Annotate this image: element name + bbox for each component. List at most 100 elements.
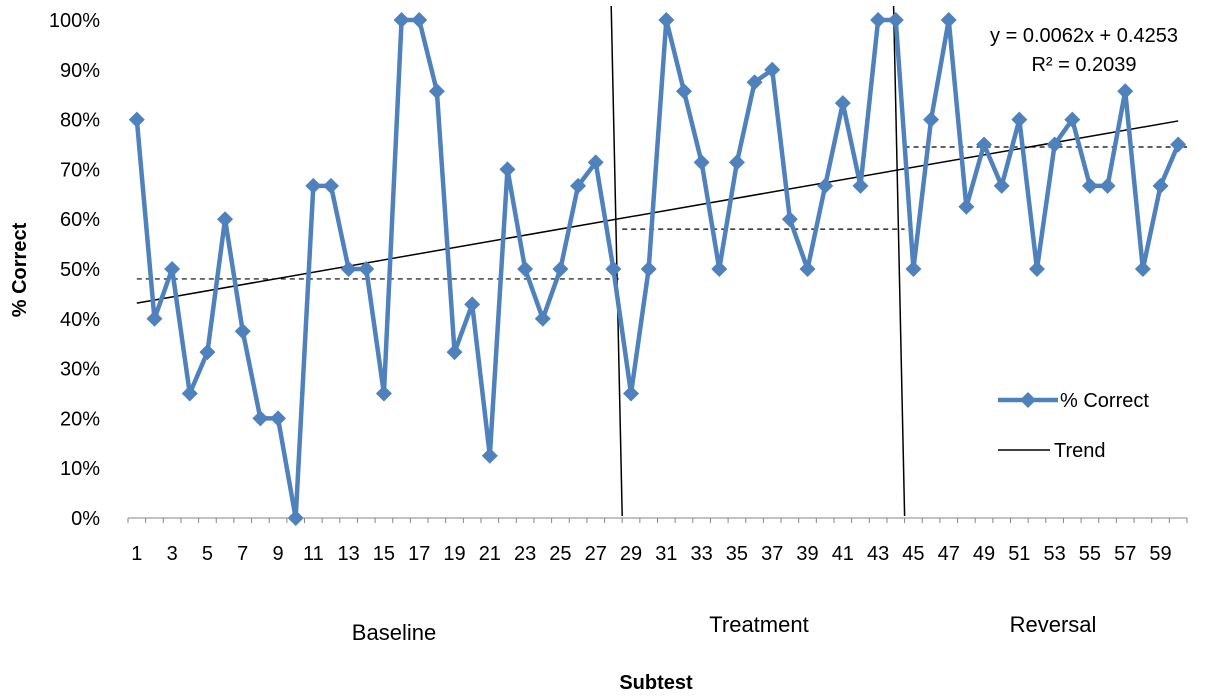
data-point-marker xyxy=(270,410,286,426)
x-tick-label: 43 xyxy=(867,543,889,565)
data-point-marker xyxy=(817,178,833,194)
trend-r-squared: R² = 0.2039 xyxy=(1031,54,1136,76)
series-line-correct xyxy=(137,20,1178,518)
data-point-marker xyxy=(729,154,745,170)
data-point-marker xyxy=(1135,261,1151,277)
data-point-marker xyxy=(888,12,904,28)
data-point-marker xyxy=(835,95,851,111)
x-tick-label: 1 xyxy=(131,543,142,565)
data-point-marker xyxy=(182,386,198,402)
data-point-marker xyxy=(1100,178,1116,194)
x-tick-label: 45 xyxy=(902,543,924,565)
data-point-marker xyxy=(341,261,357,277)
y-tick-label: 70% xyxy=(60,159,100,181)
x-tick-label: 25 xyxy=(549,543,571,565)
data-point-marker xyxy=(517,261,533,277)
y-tick-label: 30% xyxy=(60,359,100,381)
x-tick-label: 13 xyxy=(338,543,360,565)
x-tick-label: 17 xyxy=(408,543,430,565)
x-tick-label: 15 xyxy=(373,543,395,565)
data-point-marker xyxy=(305,178,321,194)
y-axis-ticks: 0% 10% 20% 30% 40% 50% 60% 70% 80% 90% 100% xyxy=(49,10,100,530)
data-point-marker xyxy=(694,154,710,170)
legend: % Correct Trend xyxy=(998,390,1149,462)
data-point-marker xyxy=(1153,178,1169,194)
data-point-marker xyxy=(535,311,551,327)
data-point-marker xyxy=(641,261,657,277)
legend-diamond-icon xyxy=(1020,392,1036,408)
y-axis-title: % Correct xyxy=(9,222,31,317)
data-point-marker xyxy=(711,261,727,277)
y-tick-label: 0% xyxy=(71,508,100,530)
data-point-marker xyxy=(870,12,886,28)
x-tick-label: 7 xyxy=(237,543,248,565)
data-point-marker xyxy=(958,199,974,215)
data-point-marker xyxy=(164,261,180,277)
x-tick-label: 55 xyxy=(1079,543,1101,565)
y-tick-label: 40% xyxy=(60,309,100,331)
data-point-marker xyxy=(323,178,339,194)
data-point-marker xyxy=(782,211,798,227)
data-point-marker xyxy=(658,12,674,28)
x-axis-title: Subtest xyxy=(619,672,693,694)
data-point-marker xyxy=(499,161,515,177)
x-tick-label: 5 xyxy=(202,543,213,565)
y-tick-label: 10% xyxy=(60,458,100,480)
data-point-marker xyxy=(905,261,921,277)
x-tick-label: 39 xyxy=(796,543,818,565)
x-tick-label: 37 xyxy=(761,543,783,565)
phase-label-reversal: Reversal xyxy=(1010,612,1097,637)
x-tick-label: 47 xyxy=(938,543,960,565)
x-tick-label: 33 xyxy=(691,543,713,565)
x-tick-label: 35 xyxy=(726,543,748,565)
x-tick-label: 57 xyxy=(1114,543,1136,565)
x-tick-label: 53 xyxy=(1044,543,1066,565)
x-tick-label: 11 xyxy=(303,543,324,565)
data-point-marker xyxy=(800,261,816,277)
data-point-marker xyxy=(235,323,251,339)
legend-series-label: % Correct xyxy=(1060,390,1149,412)
x-tick-label: 27 xyxy=(585,543,607,565)
data-point-marker xyxy=(146,311,162,327)
data-point-marker xyxy=(1011,112,1027,128)
data-point-marker xyxy=(852,178,868,194)
data-point-marker xyxy=(199,344,215,360)
y-tick-label: 50% xyxy=(60,259,100,281)
x-tick-label: 29 xyxy=(620,543,642,565)
phase-label-baseline: Baseline xyxy=(352,620,436,645)
data-point-marker xyxy=(217,211,233,227)
x-tick-label: 19 xyxy=(443,543,465,565)
y-tick-label: 90% xyxy=(60,60,100,82)
y-tick-label: 60% xyxy=(60,209,100,231)
data-point-marker xyxy=(411,12,427,28)
data-point-marker xyxy=(394,12,410,28)
data-point-marker xyxy=(376,386,392,402)
data-point-marker xyxy=(482,448,498,464)
series-markers xyxy=(129,12,1186,526)
x-tick-label: 49 xyxy=(973,543,995,565)
x-tick-label: 41 xyxy=(832,543,854,565)
y-tick-label: 100% xyxy=(49,10,100,32)
legend-trend-label: Trend xyxy=(1054,440,1106,462)
data-point-marker xyxy=(623,386,639,402)
data-point-marker xyxy=(923,112,939,128)
data-point-marker xyxy=(1170,137,1186,153)
data-point-marker xyxy=(252,410,268,426)
x-tick-label: 21 xyxy=(479,543,501,565)
data-point-marker xyxy=(1082,178,1098,194)
data-point-marker xyxy=(976,137,992,153)
x-tick-label: 9 xyxy=(272,543,283,565)
data-point-marker xyxy=(464,296,480,312)
data-point-marker xyxy=(1117,83,1133,99)
data-point-marker xyxy=(941,12,957,28)
data-point-marker xyxy=(605,261,621,277)
data-point-marker xyxy=(552,261,568,277)
x-axis-ticks: 1 3 5 7 9 11 13 15 17 19 21 23 25 27 29 31 33 35 37 39 41 43 4… xyxy=(128,518,1187,565)
x-tick-label: 3 xyxy=(167,543,178,565)
y-tick-label: 80% xyxy=(60,110,100,132)
phase-label-treatment: Treatment xyxy=(709,612,808,637)
data-point-marker xyxy=(129,112,145,128)
x-tick-label: 51 xyxy=(1008,543,1030,565)
y-tick-label: 20% xyxy=(60,408,100,430)
